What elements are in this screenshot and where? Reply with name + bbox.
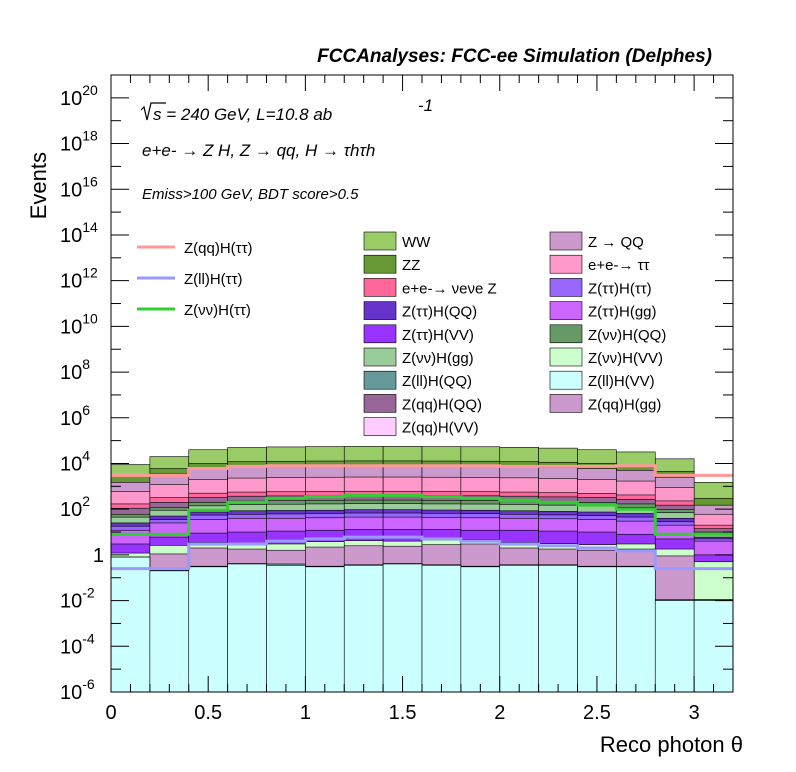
- y-tick-label: 10-4: [60, 630, 95, 658]
- bar-Z(ll)H(VV)-1: [149, 570, 190, 693]
- x-tick-label: 1: [300, 702, 311, 724]
- legend-swatch-Z(qq)H(gg): [549, 394, 583, 413]
- legend-swatch-Z(ττ)H(gg): [549, 301, 583, 320]
- legend-label: Z(ττ)H(ττ): [588, 280, 652, 297]
- legend-label: Z(ll)H(ττ): [184, 271, 243, 288]
- signal-line-Z(ll)H(ττ): [111, 535, 733, 571]
- legend-swatch-Z(νν)H(gg): [363, 347, 397, 367]
- legend-swatch-ZZ: [363, 254, 397, 274]
- annotation-energy-text: s = 240 GeV, L=10.8 ab: [153, 105, 332, 124]
- legend-label: Z(ττ)H(gg): [588, 304, 657, 321]
- series-Z(ll)H(VV): [110, 556, 734, 693]
- legend-swatch-Z(qq)H(QQ): [363, 394, 397, 413]
- legend-swatch-Z(ττ)H(ττ): [549, 278, 583, 297]
- bar-Z(ll)H(VV)-5: [305, 566, 345, 693]
- legend-label: Z(ττ)H(VV): [402, 327, 474, 344]
- bar-Z(ll)H(VV)-2: [188, 566, 228, 693]
- legend-swatch-e+e-→ νeνe Z: [363, 278, 397, 297]
- bar-Z(ll)H(VV)-3: [227, 563, 267, 693]
- y-tick-label: 1018: [60, 128, 98, 156]
- bar-Z(ll)H(VV)-6: [343, 565, 384, 693]
- legend-swatch-Z(ττ)H(QQ): [363, 301, 397, 320]
- bar-Z(ll)H(VV)-10: [499, 565, 539, 693]
- y-tick-label: 106: [60, 402, 90, 430]
- legend-label: Z(νν)H(ττ): [184, 302, 251, 319]
- bar-Z(ll)H(VV)-13: [616, 566, 656, 693]
- y-tick-label: 102: [60, 493, 90, 521]
- legend-swatch-WW: [363, 231, 397, 251]
- y-axis-label: Events: [26, 152, 51, 219]
- legend-swatch-Z(qq)H(VV): [363, 417, 397, 436]
- signal-line-Z(νν)H(ττ): [111, 493, 733, 536]
- y-tick-label: 1014: [60, 219, 98, 247]
- legend-label: Z(qq)H(VV): [402, 420, 479, 437]
- stack-bars: [110, 446, 734, 693]
- legend-swatch-Z(ττ)H(VV): [363, 324, 397, 344]
- legend-label: Z(ll)H(VV): [588, 373, 655, 390]
- legend-swatch-Z(νν)H(QQ): [549, 324, 583, 344]
- x-tick-label: 2.5: [583, 702, 611, 724]
- legend-label: ZZ: [402, 257, 420, 274]
- x-tick-label: 0.5: [194, 702, 222, 724]
- annotation-process: e+e- → Z H, Z → qq, H → τhτh: [142, 141, 375, 160]
- bar-Z(ll)H(VV)-14: [654, 600, 695, 693]
- annotation-selection: Emiss>100 GeV, BDT score>0.5: [142, 186, 359, 203]
- x-axis: 0 0.5 1 1.5 2 2.5 3: [105, 75, 715, 724]
- annotation-energy: s = 240 GeV, L=10.8 ab -1: [140, 96, 433, 124]
- legend-label: Z(qq)H(QQ): [402, 396, 482, 413]
- bar-Z(ll)H(VV)-7: [382, 563, 423, 693]
- legend-swatch-Z → QQ: [549, 231, 583, 251]
- signal-line-Z(qq)H(ττ): [111, 464, 733, 477]
- y-tick-label: 108: [60, 356, 90, 384]
- y-tick-label: 1016: [60, 173, 98, 201]
- legend-label: Z(qq)H(gg): [588, 396, 661, 413]
- y-axis: 10-6 10-4 10-2 1 102 104 106 108 1010 1012 1014 101…: [60, 74, 733, 704]
- bar-Z(ll)H(VV)-4: [266, 565, 306, 693]
- legend-label: Z(νν)H(gg): [402, 350, 474, 367]
- legend-swatch-Z(ll)H(VV): [549, 370, 583, 390]
- bar-Z(ll)H(VV)-12: [577, 566, 617, 693]
- y-tick-label: 1012: [60, 265, 98, 293]
- legend-swatch-Z(νν)H(VV): [549, 347, 583, 367]
- x-tick-label: 3: [689, 702, 700, 724]
- sqrt-icon: [140, 102, 166, 121]
- legend-label: Z → QQ: [588, 234, 644, 251]
- y-tick-label: 10-6: [60, 676, 95, 704]
- bar-Z(ll)H(VV)-11: [538, 565, 578, 693]
- y-tick-label: 104: [60, 447, 90, 475]
- signal-lines: [111, 464, 733, 571]
- y-tick-label: 1010: [60, 310, 98, 338]
- legend-label: Z(νν)H(VV): [588, 350, 663, 367]
- legend-label: Z(qq)H(ττ): [184, 240, 253, 257]
- y-tick-label: 10-2: [60, 585, 95, 613]
- bar-Z(ll)H(VV)-9: [460, 566, 501, 693]
- legend-label: Z(ττ)H(QQ): [402, 304, 477, 321]
- annotation-lumi-exponent: -1: [418, 96, 433, 115]
- x-tick-label: 1.5: [389, 702, 417, 724]
- legend-label: e+e-→ νeνe Z: [402, 280, 497, 297]
- legend-swatch-Z(ll)H(QQ): [363, 370, 397, 390]
- x-tick-label: 2: [494, 702, 505, 724]
- y-tick-label: 1020: [60, 82, 98, 110]
- legend-label: Z(νν)H(QQ): [588, 327, 666, 344]
- chart-title: FCCAnalyses: FCC-ee Simulation (Delphes): [317, 46, 712, 67]
- x-axis-label: Reco photon θ: [600, 732, 743, 757]
- legend-label: WW: [402, 234, 431, 251]
- legend-label: Z(ll)H(QQ): [402, 373, 472, 390]
- y-tick-label: 1: [93, 545, 104, 567]
- legend-label: e+e-→ ττ: [588, 257, 650, 274]
- x-tick-label: 0: [105, 702, 116, 724]
- legend-swatch-e+e-→ ττ: [549, 254, 583, 274]
- legend: Z(qq)H(ττ) Z(ll)H(ττ) Z(νν)H(ττ) WW ZZ e+e-→ …: [137, 231, 666, 437]
- bar-Z(ll)H(VV)-8: [421, 565, 462, 693]
